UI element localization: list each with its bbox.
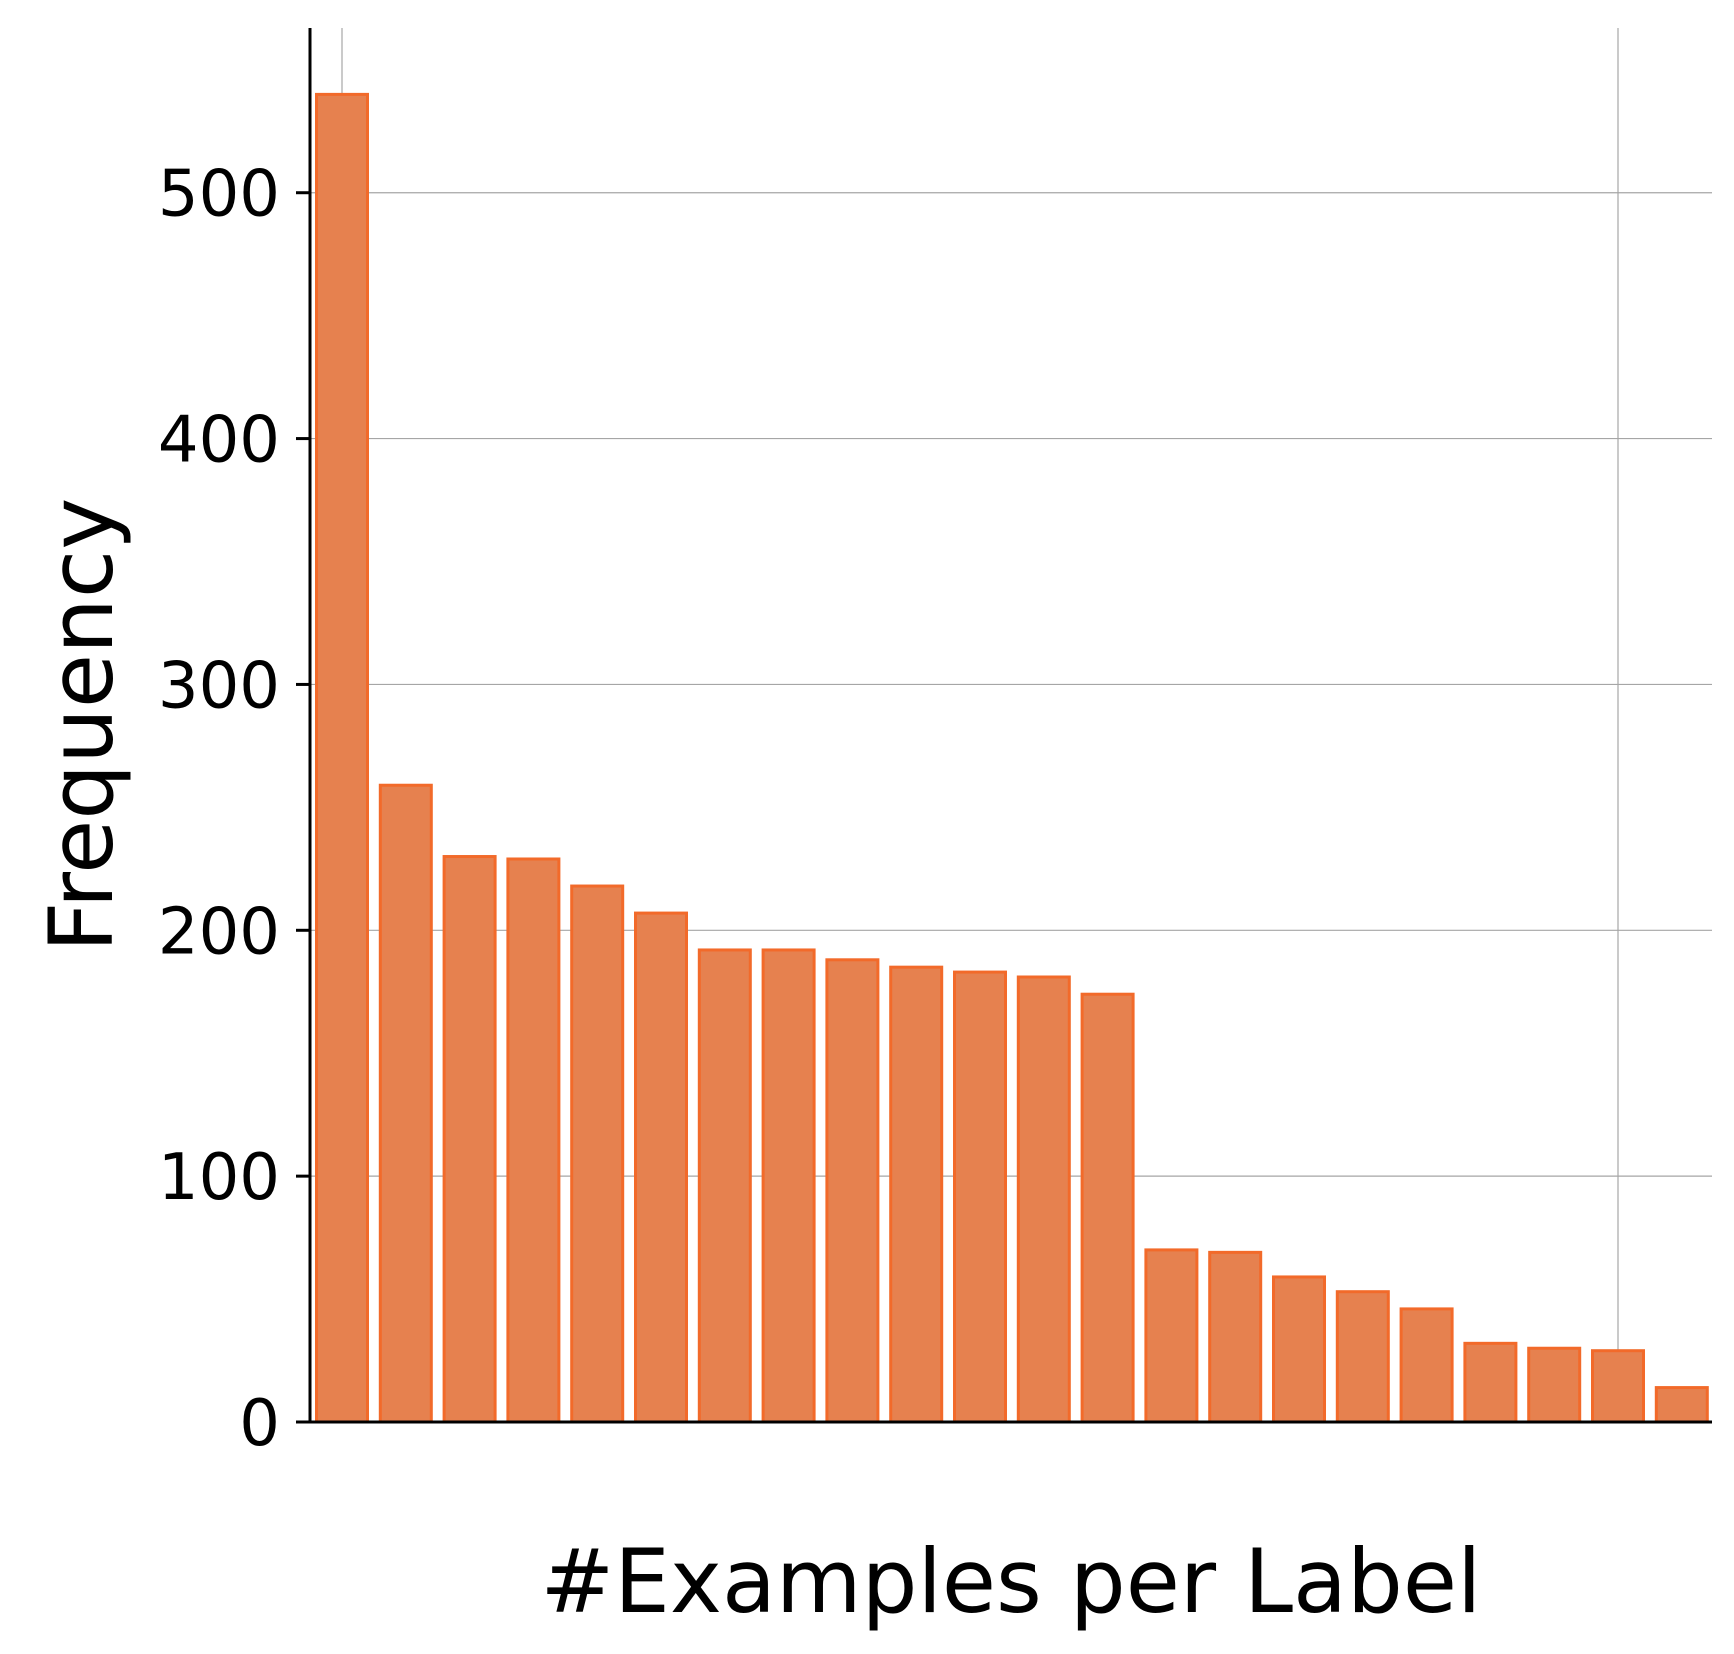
y-tick-label-2: 200 [158,895,280,969]
axes [308,28,1712,1424]
bar-13 [1144,1248,1199,1424]
bars [315,92,1709,1424]
bar-15 [1272,1275,1326,1424]
y-tick-label-1: 100 [158,1141,280,1215]
bar-19 [1527,1346,1582,1424]
y-tick-label-4: 400 [158,404,280,478]
bar-12 [1080,992,1135,1424]
bar-9 [889,965,944,1424]
bar-21 [1654,1386,1709,1424]
bar-16 [1335,1290,1390,1424]
x-axis-title: #Examples per Label [541,1530,1482,1633]
y-axis-title: Frequency [30,498,133,953]
bar-20 [1591,1349,1645,1424]
bar-1 [378,783,433,1424]
bar-17 [1399,1307,1454,1424]
bar-10 [953,970,1007,1424]
y-ticks: 0 100 200 300 400 500 [158,158,310,1461]
bar-0 [315,92,369,1424]
bar-6 [697,948,752,1424]
bar-2 [442,855,497,1424]
bar-11 [1016,975,1071,1424]
bar-4 [570,884,625,1424]
bar-5 [634,911,688,1424]
y-tick-label-3: 300 [158,649,280,723]
y-tick-label-5: 500 [158,158,280,232]
bar-3 [506,857,561,1424]
bar-18 [1463,1341,1518,1424]
y-tick-label-0: 0 [239,1387,280,1461]
bar-14 [1208,1250,1263,1424]
bar-7 [761,948,816,1424]
bar-8 [825,958,880,1424]
